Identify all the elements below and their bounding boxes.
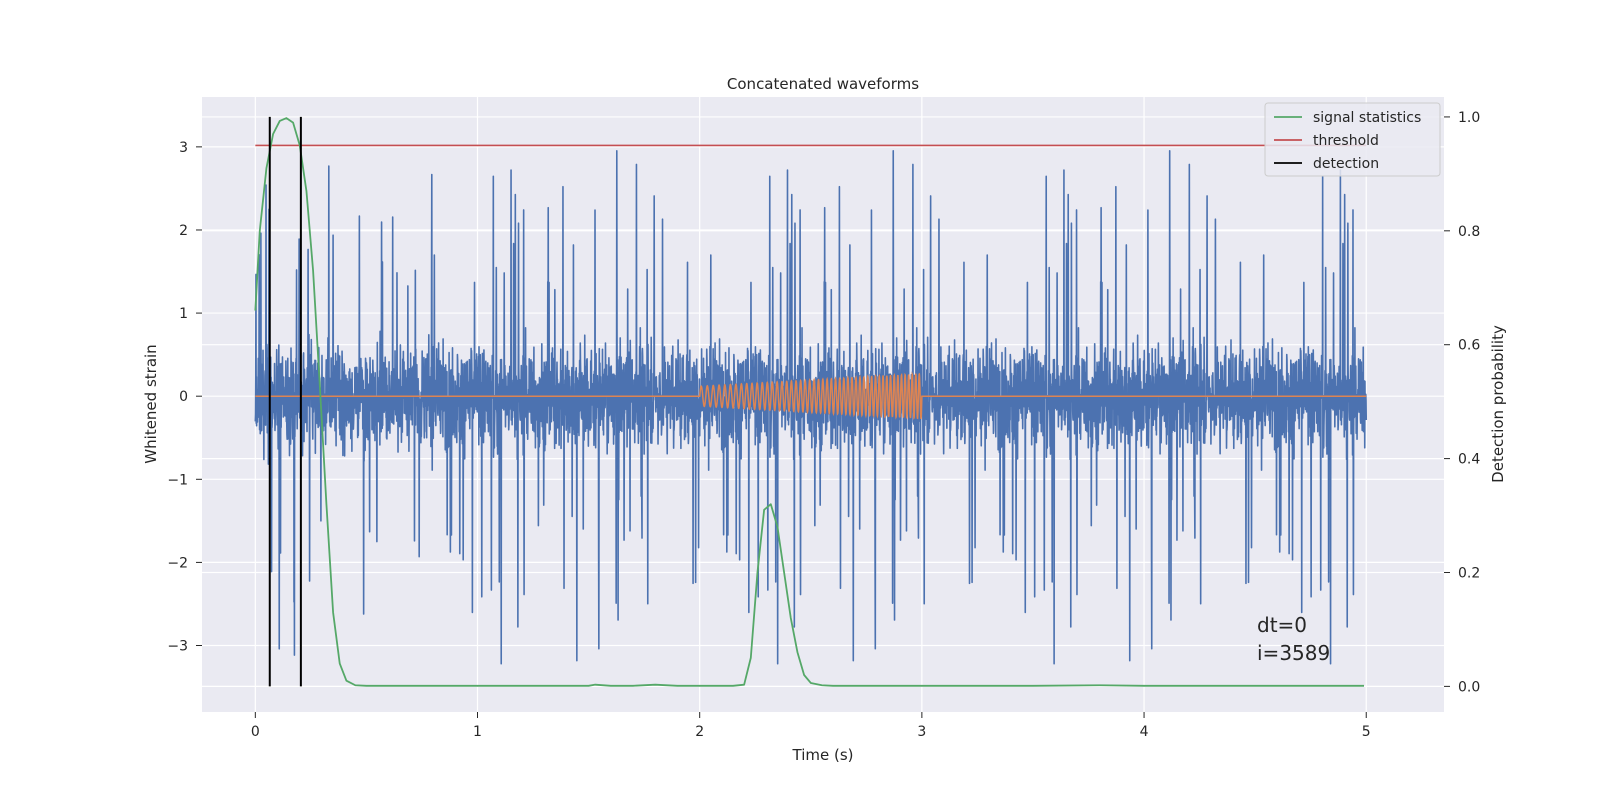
left-y-tick-label: −2 [167,555,188,571]
right-y-tick-label: 0.4 [1458,452,1480,468]
legend-label-signal-statistics: signal statistics [1313,110,1421,126]
right-y-tick-label: 0.2 [1458,565,1480,581]
right-y-axis-ticks: 0.0 0.2 0.4 0.6 0.8 1.0 [1444,110,1480,695]
left-y-tick-label: 1 [179,306,188,322]
left-y-tick-label: −1 [167,472,188,488]
right-y-tick-label: 0.0 [1458,679,1480,695]
legend-label-detection: detection [1313,156,1379,172]
annotation-dt: dt=0 [1257,613,1307,637]
left-y-tick-label: 2 [179,223,188,239]
series-line-signal-statistics [254,117,1365,687]
left-y-axis-ticks: −3 −2 −1 0 1 2 3 [167,140,202,655]
legend-label-threshold: threshold [1313,133,1379,149]
series-layer [254,116,1368,687]
annotation-index: i=3589 [1257,641,1330,665]
x-axis-ticks: 0 1 2 3 4 5 [251,712,1371,740]
left-y-tick-label: −3 [167,639,188,655]
x-axis-label: Time (s) [792,746,854,764]
x-tick-label: 5 [1362,724,1371,740]
x-tick-label: 3 [917,724,926,740]
x-tick-label: 4 [1140,724,1149,740]
left-y-tick-label: 0 [179,389,188,405]
series-line-injected-chirp [255,371,1367,420]
x-tick-label: 2 [695,724,704,740]
right-y-tick-label: 0.6 [1458,338,1480,354]
chart-title: Concatenated waveforms [727,75,919,93]
right-y-tick-label: 0.8 [1458,224,1480,240]
x-tick-label: 1 [473,724,482,740]
right-y-axis-label: Detection probability [1489,325,1507,483]
left-y-axis-label: Whitened strain [142,344,160,463]
x-tick-label: 0 [251,724,260,740]
series-line-whitened-noise [254,149,1368,665]
legend: signal statistics threshold detection [1264,102,1441,177]
left-y-tick-label: 3 [179,140,188,156]
right-y-tick-label: 1.0 [1458,110,1480,126]
legend-box [1264,102,1441,177]
